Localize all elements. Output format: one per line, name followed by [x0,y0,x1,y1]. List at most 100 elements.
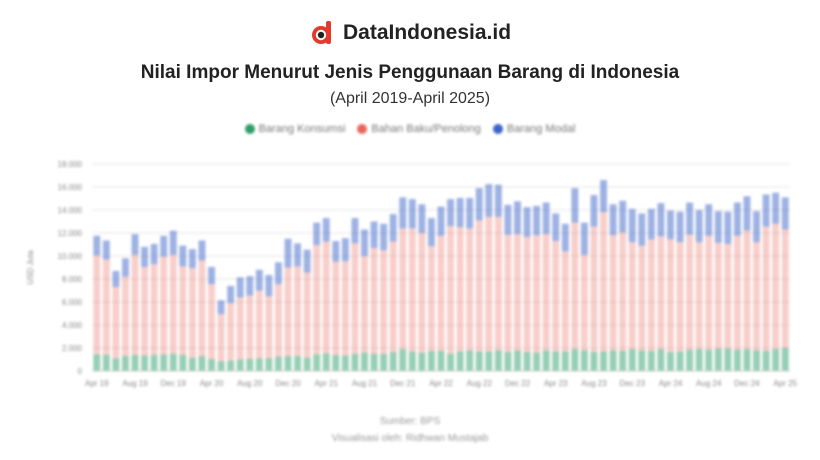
x-tick-label: Aug 22 [467,379,493,388]
bar-segment [561,351,569,371]
bar-segment [408,351,416,371]
x-tick-label: Apr 20 [200,379,224,388]
bar-segment [246,295,254,359]
bar-segment [628,242,636,350]
bar-segment [504,204,512,235]
bar-segment [294,243,302,267]
y-tick-label: 12.000 [58,229,83,238]
bar-segment [552,213,560,242]
bar-segment [265,358,273,371]
bar-segment [303,357,311,371]
bar-segment [714,242,722,349]
bar-segment [647,208,655,240]
bar-segment [475,220,483,352]
legend-item-modal[interactable]: Barang Modal [492,123,575,135]
bar-segment [571,188,579,223]
bar-segment [590,352,598,371]
bar-segment [456,351,464,371]
bar-segment [93,255,101,355]
bar-segment [772,192,780,224]
bar-segment [523,352,531,371]
bar-segment [380,250,388,354]
bar-segment [533,205,541,236]
bar-segment [475,188,483,221]
bar-segment [265,296,273,359]
x-tick-label: Dec 21 [390,379,416,388]
bar-segment [485,216,493,352]
bar-segment [743,349,751,371]
bar-segment [571,222,579,350]
source-note: Sumber: BPS [379,416,441,427]
bar-segment [255,358,263,371]
bar-segment [102,240,110,260]
bar-segment [514,201,521,235]
bar-segment [284,356,292,371]
legend-item-bahan-baku[interactable]: Bahan Baku/Penolong [357,123,481,135]
bar-segment [667,239,674,353]
bar-segment [198,356,206,371]
bar-segment [427,350,435,371]
bar-segment [485,351,493,371]
bar-segment [466,350,474,371]
bar-segment [131,234,139,255]
bar-segment [179,266,187,355]
legend-item-konsumsi[interactable]: Barang Konsumsi [244,123,345,135]
bar-segment [370,221,378,248]
bar-segment [341,261,349,356]
x-tick-label: Aug 24 [696,379,722,388]
bar-segment [466,228,474,351]
bar-segment [514,350,521,371]
bar-segment [294,356,302,371]
bar-segment [705,204,713,236]
bar-segment [112,287,120,359]
bar-segment [705,349,713,371]
bar-segment [418,352,426,371]
bar-segment [580,350,588,371]
bar-segment [686,234,694,350]
bar-segment [542,350,550,371]
bar-segment [743,230,751,350]
bar-segment [198,240,206,261]
bar-segment [131,354,139,371]
bar-segment [437,235,445,351]
bar-segment [724,211,732,244]
bar-segment [657,349,665,371]
bar-segment [169,230,177,255]
x-tick-label: Dec 24 [734,379,760,388]
bar-segment [93,354,101,371]
x-tick-label: Apr 23 [544,379,568,388]
bar-segment [131,254,139,355]
bar-segment [456,227,464,352]
x-tick-label: Aug 19 [122,379,148,388]
bar-segment [370,247,378,354]
bar-segment [198,260,206,357]
bar-segment [351,353,359,371]
bar-segment [408,228,416,352]
bar-segment [150,243,158,265]
bar-segment [628,208,636,243]
bar-segment [122,276,129,357]
y-tick-label: 0 [78,367,83,376]
bar-segment [150,264,158,355]
bar-segment [332,354,340,371]
bar-segment [389,352,397,371]
bar-segment [647,350,655,371]
bar-segment [322,353,330,371]
bar-segment [447,353,455,371]
bar-segment [561,251,569,352]
bar-segment [523,207,531,238]
bar-segment [733,202,741,236]
bar-segment [408,199,416,229]
legend-swatch-konsumsi [244,124,255,134]
y-tick-label: 10.000 [58,252,83,261]
bar-segment [743,196,751,231]
bar-segment [638,213,646,246]
dataindonesia-logo-icon [311,21,331,44]
bar-segment [275,284,282,357]
x-tick-label: Dec 20 [275,379,301,388]
bar-segment [275,262,282,285]
y-tick-label: 4.000 [62,321,83,330]
bar-segment [523,237,531,353]
legend-label-bahan-baku: Bahan Baku/Penolong [371,123,481,135]
x-tick-label: Dec 22 [505,379,531,388]
